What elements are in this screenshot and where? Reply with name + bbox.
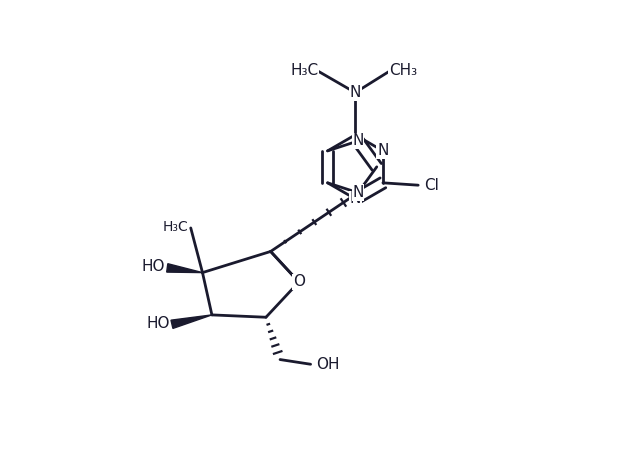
Text: H₃C: H₃C	[291, 63, 319, 78]
Text: N: N	[349, 191, 361, 206]
Text: H₃C: H₃C	[163, 219, 188, 234]
Text: Cl: Cl	[424, 178, 438, 193]
Text: N: N	[349, 85, 361, 100]
Polygon shape	[166, 264, 202, 273]
Text: HO: HO	[146, 316, 170, 331]
Text: N: N	[352, 133, 364, 149]
Text: OH: OH	[316, 357, 340, 372]
Text: HO: HO	[141, 259, 165, 274]
Text: O: O	[293, 274, 305, 290]
Text: CH₃: CH₃	[389, 63, 417, 78]
Text: N: N	[377, 143, 388, 158]
Text: N: N	[352, 185, 364, 200]
Polygon shape	[171, 315, 212, 329]
